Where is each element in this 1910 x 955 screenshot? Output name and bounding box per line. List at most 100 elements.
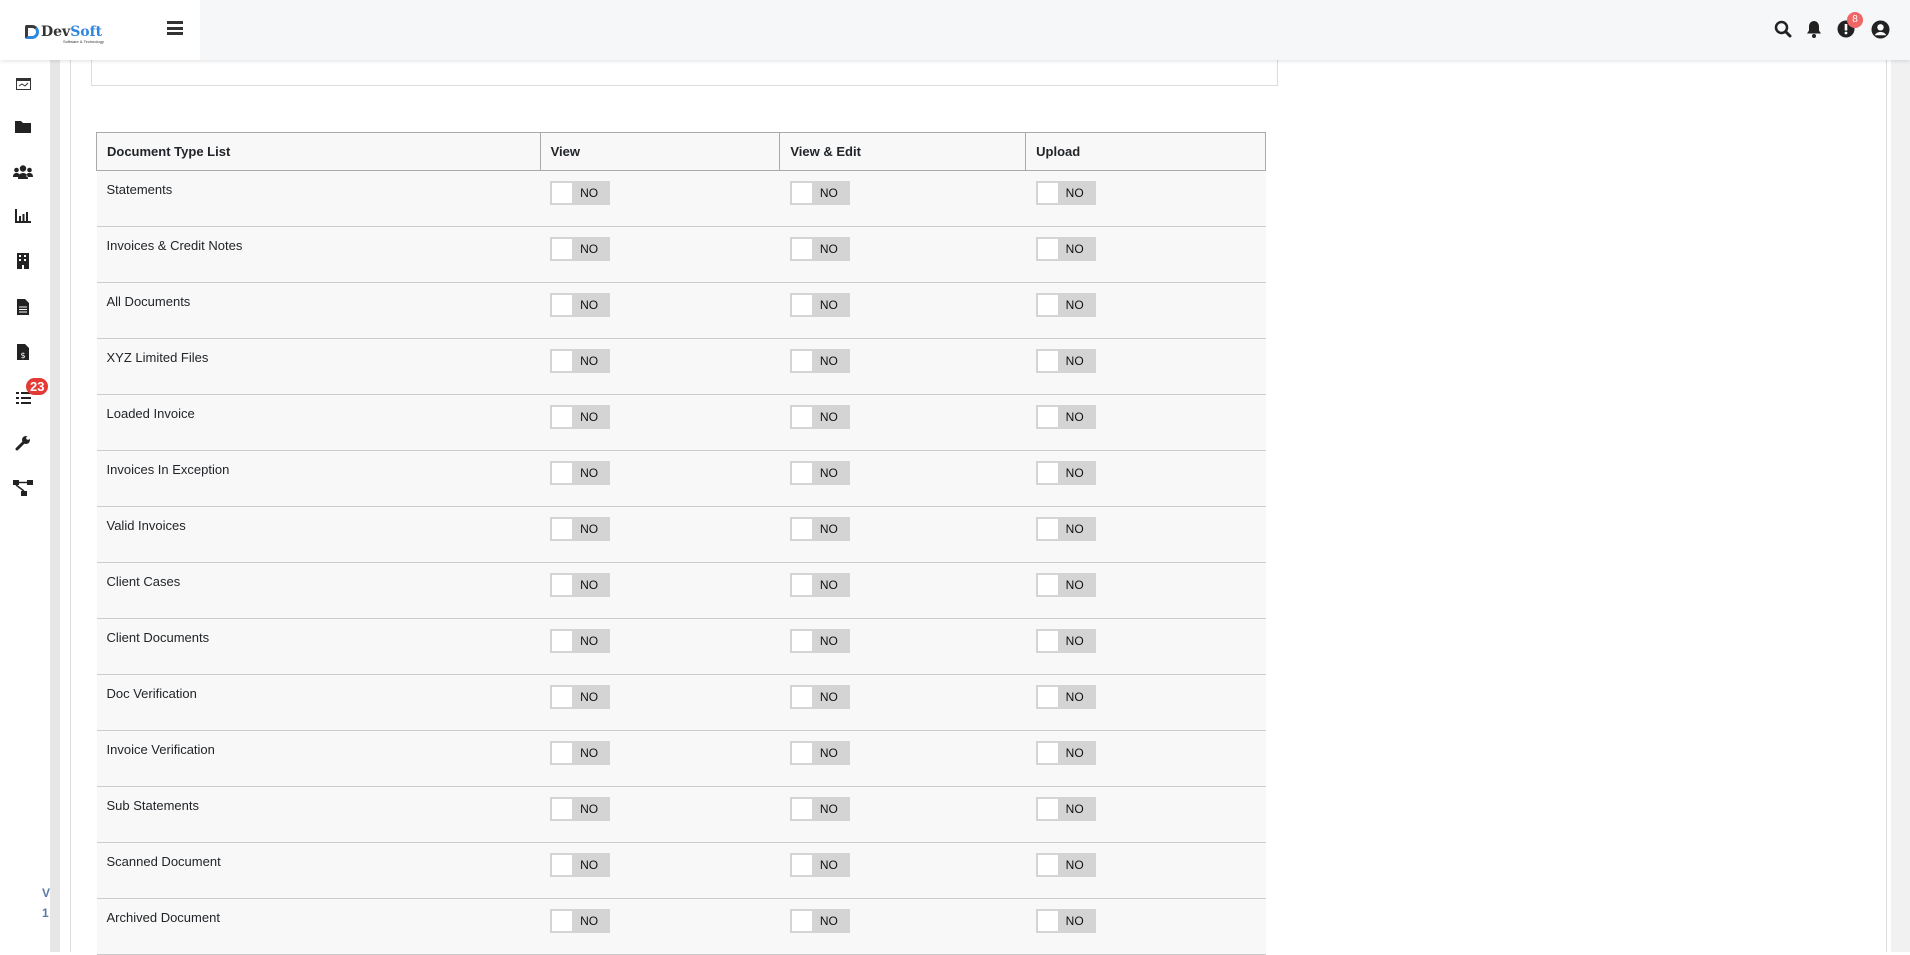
document-type-name: Invoice Verification <box>96 730 541 787</box>
toggle-state-label: NO <box>580 746 599 760</box>
toggle-state-label: NO <box>580 914 599 928</box>
view-toggle[interactable]: NO <box>550 909 611 933</box>
search-icon[interactable] <box>1772 18 1794 40</box>
task-list-icon[interactable]: 23 <box>12 378 49 408</box>
building-icon[interactable] <box>12 250 34 272</box>
version-number: 1 <box>42 906 49 920</box>
sidebar-scrollbar[interactable] <box>50 60 60 952</box>
toggle-knob <box>1037 407 1058 427</box>
upload-toggle[interactable]: NO <box>1035 629 1096 653</box>
view-edit-toggle[interactable]: NO <box>789 909 850 933</box>
invoice-icon[interactable]: $ <box>12 341 34 363</box>
view-edit-toggle[interactable]: NO <box>789 685 850 709</box>
hamburger-menu-icon[interactable] <box>167 21 183 35</box>
toggle-state-label: NO <box>580 410 599 424</box>
view-toggle-cell: NO <box>540 450 780 507</box>
view-toggle[interactable]: NO <box>550 349 611 373</box>
view-toggle[interactable]: NO <box>550 461 611 485</box>
page-scrollbar[interactable] <box>1891 60 1910 952</box>
toggle-knob <box>552 239 573 259</box>
upload-toggle[interactable]: NO <box>1035 517 1096 541</box>
view-edit-toggle[interactable]: NO <box>789 797 850 821</box>
toggle-knob <box>1037 519 1058 539</box>
view-edit-toggle[interactable]: NO <box>789 181 850 205</box>
toggle-knob <box>552 407 573 427</box>
logo-text-accent: Soft <box>70 24 103 40</box>
view-toggle[interactable]: NO <box>550 573 611 597</box>
table-row: Invoices In Exception NO NO NO <box>96 450 1266 507</box>
view-edit-toggle[interactable]: NO <box>789 853 850 877</box>
toggle-knob <box>791 855 812 875</box>
upload-toggle-cell: NO <box>1025 786 1266 843</box>
users-icon[interactable] <box>12 161 34 183</box>
view-toggle[interactable]: NO <box>550 517 611 541</box>
view-toggle[interactable]: NO <box>550 293 611 317</box>
toggle-state-label: NO <box>1065 746 1084 760</box>
toggle-state-label: NO <box>1065 410 1084 424</box>
view-edit-toggle[interactable]: NO <box>789 405 850 429</box>
bell-icon[interactable] <box>1803 18 1825 40</box>
view-toggle-cell: NO <box>540 226 780 283</box>
upload-toggle-cell: NO <box>1025 282 1266 339</box>
workflow-icon[interactable] <box>12 477 34 499</box>
upload-toggle[interactable]: NO <box>1035 853 1096 877</box>
view-edit-toggle[interactable]: NO <box>789 237 850 261</box>
dashboard-icon[interactable] <box>12 73 34 95</box>
folder-icon[interactable] <box>12 115 34 137</box>
view-edit-toggle-cell: NO <box>779 562 1026 619</box>
view-toggle[interactable]: NO <box>550 405 611 429</box>
view-toggle[interactable]: NO <box>550 797 611 821</box>
document-permissions-table: Document Type List View View & Edit Uplo… <box>96 132 1266 955</box>
upload-toggle[interactable]: NO <box>1035 181 1096 205</box>
upload-toggle[interactable]: NO <box>1035 461 1096 485</box>
document-icon[interactable] <box>12 296 34 318</box>
table-row: XYZ Limited Files NO NO NO <box>96 338 1266 395</box>
view-toggle-cell: NO <box>540 170 780 227</box>
upload-toggle[interactable]: NO <box>1035 909 1096 933</box>
view-toggle[interactable]: NO <box>550 181 611 205</box>
upload-toggle[interactable]: NO <box>1035 237 1096 261</box>
upload-toggle[interactable]: NO <box>1035 573 1096 597</box>
table-row: Archived Document NO NO NO <box>96 898 1266 955</box>
view-toggle[interactable]: NO <box>550 237 611 261</box>
alert-icon[interactable]: 8 <box>1835 12 1863 40</box>
toggle-state-label: NO <box>819 746 838 760</box>
upload-toggle-cell: NO <box>1025 562 1266 619</box>
toggle-knob <box>552 575 573 595</box>
wrench-icon[interactable] <box>12 432 34 454</box>
view-edit-toggle[interactable]: NO <box>789 629 850 653</box>
view-toggle[interactable]: NO <box>550 629 611 653</box>
table-row: Statements NO NO NO <box>96 170 1266 227</box>
upload-toggle[interactable]: NO <box>1035 349 1096 373</box>
upload-toggle[interactable]: NO <box>1035 797 1096 821</box>
upload-toggle[interactable]: NO <box>1035 741 1096 765</box>
upload-toggle[interactable]: NO <box>1035 293 1096 317</box>
table-row: Loaded Invoice NO NO NO <box>96 394 1266 451</box>
user-account-icon[interactable] <box>1869 18 1891 40</box>
view-edit-toggle[interactable]: NO <box>789 349 850 373</box>
upload-toggle[interactable]: NO <box>1035 405 1096 429</box>
view-edit-toggle-cell: NO <box>779 394 1026 451</box>
toggle-state-label: NO <box>580 186 599 200</box>
chart-icon[interactable] <box>12 205 34 227</box>
upload-toggle[interactable]: NO <box>1035 685 1096 709</box>
toggle-state-label: NO <box>580 578 599 592</box>
view-edit-toggle[interactable]: NO <box>789 741 850 765</box>
view-toggle-cell: NO <box>540 842 780 899</box>
view-edit-toggle[interactable]: NO <box>789 573 850 597</box>
toggle-state-label: NO <box>819 242 838 256</box>
devsoft-logo[interactable]: Dev Soft Software & Technology <box>25 24 104 44</box>
view-toggle[interactable]: NO <box>550 853 611 877</box>
upload-toggle-cell: NO <box>1025 394 1266 451</box>
view-edit-toggle[interactable]: NO <box>789 461 850 485</box>
table-row: Invoice Verification NO NO NO <box>96 730 1266 787</box>
view-edit-toggle[interactable]: NO <box>789 517 850 541</box>
toggle-knob <box>791 295 812 315</box>
column-header-upload: Upload <box>1025 132 1266 171</box>
column-header-document-type: Document Type List <box>96 132 541 171</box>
view-edit-toggle[interactable]: NO <box>789 293 850 317</box>
view-toggle[interactable]: NO <box>550 685 611 709</box>
view-toggle[interactable]: NO <box>550 741 611 765</box>
document-type-name: Sub Statements <box>96 786 541 843</box>
toggle-knob <box>791 183 812 203</box>
